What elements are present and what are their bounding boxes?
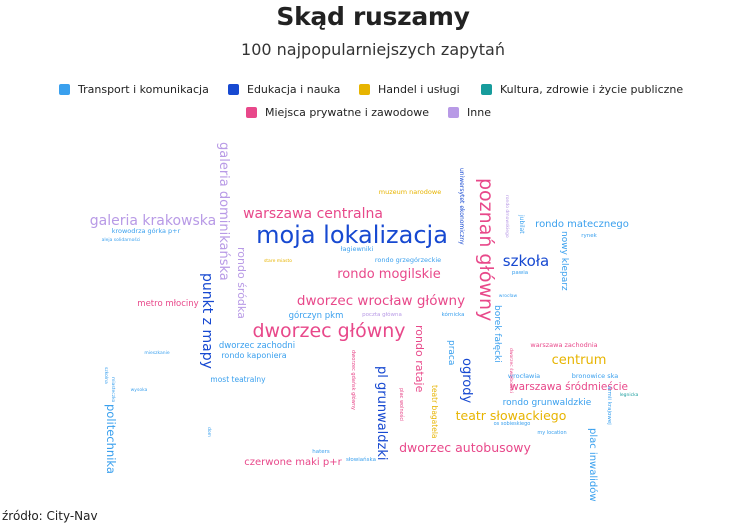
word-dworzec-autobusowy: dworzec autobusowy [399, 440, 531, 455]
word-dom: dom [206, 427, 212, 437]
word-haters: haters [312, 449, 330, 455]
word-rondo-dmowskiego: rondo dmowskiego [504, 195, 510, 238]
word-centrum: centrum [552, 353, 607, 368]
word-dworzec-zachodni: dworzec zachodni [219, 341, 295, 351]
legend-item-handel: Handel i usługi [359, 83, 460, 96]
legend-label-inne: Inne [467, 106, 491, 119]
word-armii-krajowej: armii krajowej [606, 386, 612, 425]
word-politechnika: politechnika [104, 404, 118, 474]
word-wysoka: wysoka [131, 387, 148, 393]
legend-item-inne: Inne [448, 106, 491, 119]
word-my-location: my location [537, 430, 566, 436]
word-czerwone-maki-p-r: czerwone maki p+r [244, 457, 342, 468]
word-nowy-kleparz: nowy kleparz [559, 231, 569, 291]
word-wroclaw: wrocław [499, 293, 518, 299]
legend-swatch-handel [359, 84, 370, 95]
word-mieszkanie: mieszkanie [144, 350, 169, 356]
word-moja-lokalizacja: moja lokalizacja [256, 221, 448, 249]
word-rondo-mogilskie: rondo mogilskie [337, 267, 441, 282]
word-dworzec-glowny: dworzec główny [252, 320, 405, 342]
word-rynek: rynek [581, 233, 597, 239]
word-praca: praca [446, 340, 456, 365]
word-wroclawia: wrocławia [508, 372, 540, 380]
legend-label-kultura: Kultura, zdrowie i życie publiczne [500, 83, 684, 96]
legend-label-transport: Transport i komunikacja [78, 83, 209, 96]
word-plac-inwalidow: plac inwalidów [587, 428, 599, 502]
word-rondo-rataje: rondo rataje [413, 325, 426, 393]
word-rondo-grzegorzeckie: rondo grzegórzeckie [375, 256, 441, 264]
word-punkt-z-mapy: punkt z mapy [199, 273, 215, 369]
word-pl-grunwaldzki: pl grunwaldzki [374, 366, 389, 461]
word-warszawa-centralna: warszawa centralna [243, 206, 383, 222]
word-poczta-glowna: poczta główna [362, 311, 402, 318]
legend-item-edukacja: Edukacja i nauka [228, 83, 340, 96]
word-szkola: szkoła [503, 252, 549, 270]
word-teatr-bagatela: teatr bagatela [430, 385, 439, 439]
word-metro-mlociny: metro młociny [137, 299, 198, 309]
chart-title: Skąd ruszamy [276, 2, 470, 31]
word-warszawa-srodmiescie: warszawa śródmieście [510, 381, 628, 393]
word-aleja-solidarnosci: aleja solidarności [102, 236, 141, 243]
word-most-teatralny: most teatralny [210, 375, 266, 384]
word-gorczyn-pkm: górczyn pkm [289, 310, 344, 321]
word-slowianska: słowiańska [346, 456, 376, 463]
word-legnicka: legnicka [620, 392, 639, 398]
word-rondo-srodka: rondo śródka [235, 247, 248, 319]
legend-item-kultura: Kultura, zdrowie i życie publiczne [481, 83, 683, 96]
legend-label-prywatne: Miejsca prywatne i zawodowe [265, 106, 429, 119]
legend-swatch-prywatne [246, 107, 257, 118]
word-stare-miasto: stare miasto [264, 258, 292, 264]
word-poznan-glowny: poznań główny [475, 178, 497, 321]
legend-swatch-kultura [481, 84, 492, 95]
word-borek-falecki: borek fałęcki [492, 305, 502, 363]
legend-swatch-transport [59, 84, 70, 95]
word-galeria-dominikanska: galeria dominikańska [216, 142, 231, 281]
word-rondo-grunwaldzkie: rondo grunwaldzkie [503, 398, 592, 408]
word-szkolna: szkolna [103, 367, 109, 384]
word-lagiewniki: łagiewniki [341, 245, 374, 253]
chart-subtitle: 100 najpopularniejszych zapytań [241, 40, 505, 59]
word-plac-wolnosci: plac wolności [398, 388, 405, 421]
word-ogrody: ogrody [459, 358, 474, 403]
word-muzeum-narodowe: muzeum narodowe [379, 188, 441, 196]
legend-item-prywatne: Miejsca prywatne i zawodowe [246, 106, 429, 119]
word-warszawa-zachodnia: warszawa zachodnia [530, 341, 597, 349]
word-dworzec-swiebodzki: dworzec świebodzki [508, 348, 515, 393]
word-galeria-krakowska: galeria krakowska [90, 213, 216, 229]
word-rondo-kaponiera: rondo kaponiera [221, 351, 286, 360]
word-bronowice-ska: bronowice ska [572, 372, 619, 380]
word-pawia: pawia [512, 270, 528, 276]
word-jubilat: jubilat [518, 214, 525, 234]
word-uniwersytet-ekonomiczny: uniwersytet ekonomiczny [458, 168, 465, 245]
word-rondo-matecznego: rondo matecznego [535, 219, 629, 230]
legend-swatch-inne [448, 107, 459, 118]
word-teatr-slowackiego: teatr słowackiego [456, 408, 567, 423]
word-os-sobieskiego: os sobieskiego [494, 421, 531, 427]
word-miasteczko: miasteczko [110, 377, 116, 403]
word-dworzec-wroclaw-glowny: dworzec wrocław główny [297, 293, 465, 309]
legend-label-edukacja: Edukacja i nauka [247, 83, 341, 96]
legend-item-transport: Transport i komunikacja [59, 83, 209, 96]
word-krowodrza-gorka-p-r: krowodrza górka p+r [112, 227, 181, 235]
word-dworzec-gdansk-glowny: dworzec gdańsk główny [350, 350, 357, 410]
source-note: źródło: City-Nav [2, 509, 98, 523]
legend-label-handel: Handel i usługi [378, 83, 460, 96]
word-kornicka: kórnicka [441, 311, 464, 318]
legend-swatch-edukacja [228, 84, 239, 95]
